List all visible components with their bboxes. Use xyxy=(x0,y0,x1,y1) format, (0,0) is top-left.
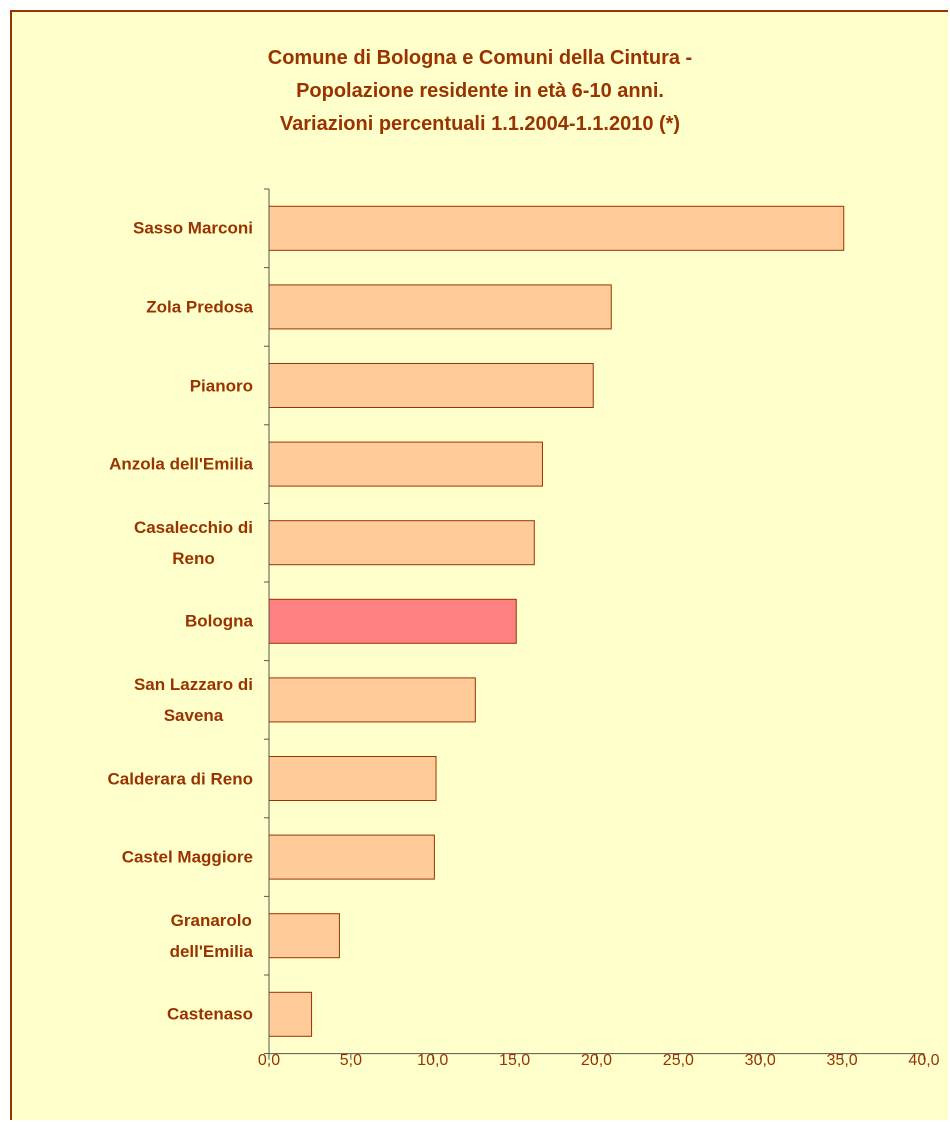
bar xyxy=(268,598,517,644)
x-tick-label: 15,0 xyxy=(499,1052,531,1069)
bar xyxy=(268,991,313,1037)
y-tick-label: San Lazzaro di Savena xyxy=(133,674,253,725)
x-tick-label: 35,0 xyxy=(826,1052,858,1069)
bar xyxy=(268,834,435,880)
x-tick-label: 25,0 xyxy=(662,1052,694,1069)
bar xyxy=(268,363,594,408)
y-tick-label: Castel Maggiore xyxy=(121,847,253,867)
y-tick-label: Zola Predosa xyxy=(146,297,253,317)
chart-title: Comune di Bologna e Comuni della Cintura… xyxy=(267,47,693,135)
y-tick-label: Bologna xyxy=(185,611,253,631)
x-tick-label: 40,0 xyxy=(908,1052,940,1069)
y-tick-label: Anzola dell'Emilia xyxy=(109,454,253,474)
bar xyxy=(268,677,476,723)
bar xyxy=(268,284,612,330)
y-tick-label: Castenaso xyxy=(167,1004,253,1024)
bar xyxy=(268,756,437,801)
y-tick-label: Pianoro xyxy=(189,376,253,395)
x-tick-label: 20,0 xyxy=(580,1052,613,1069)
bar xyxy=(268,205,845,251)
x-tick-label: 0,0 xyxy=(257,1052,281,1069)
x-tick-label: 10,0 xyxy=(417,1052,449,1069)
x-tick-label: 30,0 xyxy=(744,1052,776,1069)
x-tick-label: 5,0 xyxy=(339,1052,362,1069)
bar xyxy=(268,913,340,959)
y-tick-label: Sasso Marconi xyxy=(133,218,253,238)
bar xyxy=(268,520,535,566)
y-tick-label: Granarolo dell'Emilia xyxy=(169,910,253,961)
bar xyxy=(268,441,543,487)
y-tick-label: Casalecchio di Reno xyxy=(133,517,253,568)
y-tick-label: Calderara di Reno xyxy=(107,769,254,788)
